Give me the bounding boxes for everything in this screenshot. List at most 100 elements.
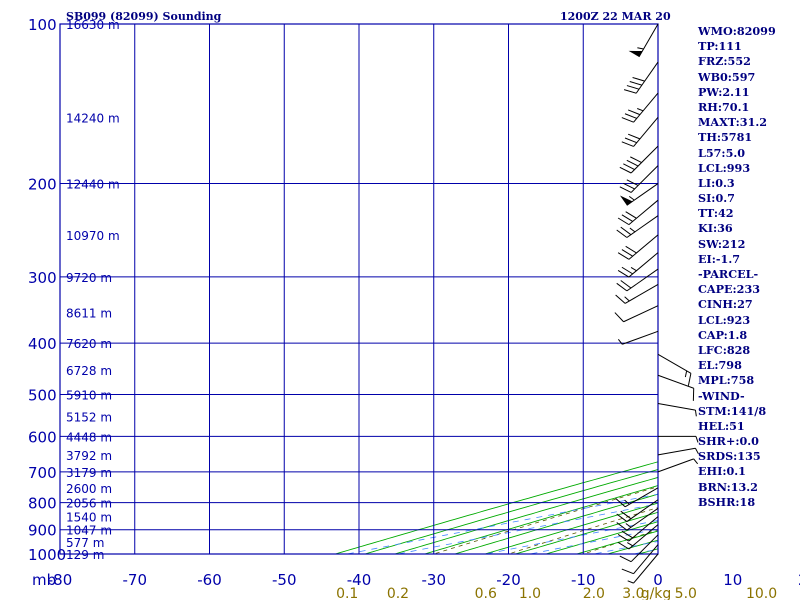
plot-frame bbox=[59, 23, 659, 555]
height-label: 16630 m bbox=[66, 18, 120, 32]
sounding-index: WMO:82099 bbox=[698, 24, 776, 38]
wind-barb-shaft bbox=[628, 516, 659, 542]
sounding-index: EI:-1.7 bbox=[698, 251, 740, 266]
wind-barb-shaft bbox=[657, 374, 694, 389]
wind-barb bbox=[617, 516, 659, 542]
mixing-ratio-label: 0.2 bbox=[387, 586, 409, 600]
pressure-tick-label: 600 bbox=[28, 428, 57, 446]
wind-barb-shaft bbox=[630, 145, 659, 174]
wind-barb-shaft bbox=[657, 447, 696, 456]
wind-barb-feather bbox=[621, 214, 633, 222]
pressure-tick-label: 100 bbox=[28, 16, 57, 34]
wind-barb-feather bbox=[621, 266, 633, 275]
wind-barb-shaft bbox=[657, 402, 696, 411]
station-title: SB099 (82099) Sounding bbox=[66, 10, 222, 23]
wind-barb-feather bbox=[619, 166, 632, 174]
wind-barb-feather bbox=[629, 81, 643, 86]
wind-barb-feather bbox=[624, 137, 637, 144]
wind-barb bbox=[617, 330, 659, 345]
wind-barb bbox=[619, 534, 659, 563]
wind-barb bbox=[657, 374, 695, 401]
temperature-tick-label: -60 bbox=[197, 571, 222, 589]
sounding-index: LI:0.3 bbox=[698, 175, 735, 190]
wind-barb-half-feather bbox=[693, 458, 699, 465]
wind-barb-half-feather bbox=[637, 108, 644, 112]
wind-barb-shaft bbox=[624, 487, 659, 508]
wind-barb-shaft bbox=[633, 553, 659, 584]
height-label: 6728 m bbox=[66, 364, 112, 378]
moist-adiabat bbox=[453, 493, 658, 554]
wind-barb bbox=[616, 499, 659, 522]
wind-barb-half-feather bbox=[624, 499, 630, 505]
temperature-tick-label: -10 bbox=[571, 571, 596, 589]
sounding-index: TH:5781 bbox=[698, 130, 753, 145]
sounding-index: PW:2.11 bbox=[698, 84, 750, 99]
height-label: 3792 m bbox=[66, 449, 112, 463]
mixing-ratio-label: 0.1 bbox=[336, 586, 358, 600]
height-label: 577 m bbox=[66, 536, 104, 550]
wind-barb bbox=[657, 353, 692, 386]
sounding-index: TP:111 bbox=[698, 39, 742, 54]
mixing-ratio-label: 0.6 bbox=[475, 586, 497, 600]
mixing-ratio-label: 3.0 bbox=[622, 586, 644, 600]
wind-barb-half-feather bbox=[694, 448, 699, 455]
wind-barb bbox=[657, 458, 699, 473]
sounding-index: STM:141/8 bbox=[698, 403, 767, 418]
wind-barb bbox=[628, 23, 659, 58]
sounding-index: WB0:597 bbox=[698, 69, 756, 84]
pressure-tick-label: 300 bbox=[28, 269, 57, 287]
sounding-indices-panel: WMO:82099 TP:111 FRZ:552 WB0:597 PW:2.11 RH:7… bbox=[698, 24, 798, 510]
wind-barb-shaft bbox=[635, 61, 659, 94]
wind-barb-half-feather bbox=[630, 266, 637, 272]
mixing-ratio-label: 2.0 bbox=[583, 586, 605, 600]
wind-barb-shaft bbox=[630, 534, 659, 563]
wind-barb bbox=[614, 305, 659, 323]
wind-barb-half-feather bbox=[637, 47, 644, 50]
wind-barb-shaft bbox=[628, 252, 659, 278]
wind-barb-feather bbox=[617, 252, 630, 260]
wind-barb-feather bbox=[620, 510, 632, 520]
sounding-index: CAP:1.8 bbox=[698, 327, 748, 342]
temperature-tick-label: 20 bbox=[798, 571, 800, 589]
sounding-index: LCL:923 bbox=[698, 312, 751, 327]
wind-barb bbox=[657, 447, 699, 456]
dry-adiabat bbox=[432, 486, 658, 554]
moist-adiabat bbox=[393, 476, 658, 554]
wind-barb-feather bbox=[625, 245, 637, 254]
wind-barb-shaft bbox=[628, 199, 659, 226]
wind-barb-shaft bbox=[633, 544, 659, 575]
wind-barb-half-feather bbox=[627, 580, 634, 584]
height-label: 129 m bbox=[66, 548, 104, 562]
moist-adiabat bbox=[574, 530, 658, 554]
sounding-index: L57:5.0 bbox=[698, 145, 746, 160]
wind-barb-half-feather bbox=[624, 296, 630, 302]
wind-barb bbox=[617, 524, 659, 550]
height-label: 1047 m bbox=[66, 524, 112, 538]
wind-barb-feather bbox=[620, 226, 632, 236]
wind-barb-feather bbox=[619, 555, 632, 563]
sounding-index: KI:36 bbox=[698, 221, 733, 236]
wind-barb-feather bbox=[626, 159, 639, 167]
wind-barb-feather bbox=[619, 186, 632, 193]
wind-barb bbox=[616, 268, 659, 292]
wind-barb-pennant bbox=[619, 195, 633, 206]
temperature-tick-label: 0 bbox=[653, 571, 663, 589]
temperature-tick-label: -40 bbox=[347, 571, 372, 589]
height-label: 8611 m bbox=[66, 306, 112, 320]
sounding-index: RH:70.1 bbox=[698, 99, 750, 114]
wind-barb-feather bbox=[621, 117, 634, 123]
wind-barb-feather bbox=[621, 568, 634, 575]
mixing-ratio-line bbox=[345, 493, 658, 554]
wind-barb-feather bbox=[617, 541, 630, 550]
wind-barb-half-feather bbox=[627, 542, 633, 547]
wind-barb bbox=[619, 145, 659, 174]
moist-adiabat bbox=[423, 485, 658, 554]
wind-barb-feather bbox=[626, 85, 640, 90]
temperature-tick-label: -20 bbox=[496, 571, 521, 589]
height-label: 9720 m bbox=[66, 271, 112, 285]
moist-adiabat bbox=[513, 511, 658, 554]
height-label: 7620 m bbox=[66, 337, 112, 351]
wind-barb-shaft bbox=[626, 268, 659, 292]
pressure-tick-label: 900 bbox=[28, 522, 57, 540]
